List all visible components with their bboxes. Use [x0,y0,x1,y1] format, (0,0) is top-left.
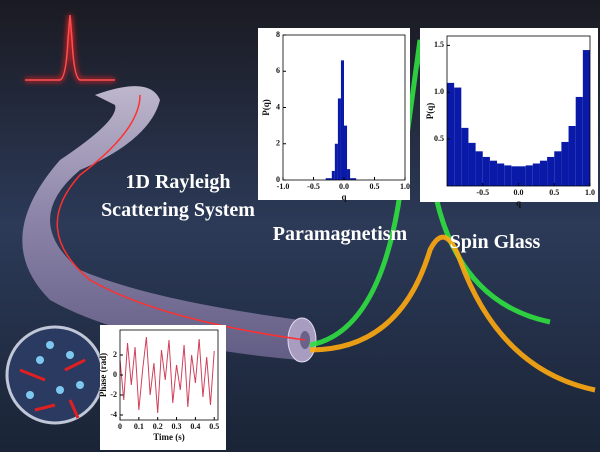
histogram-bar [568,126,576,186]
y-tick-label: 2 [113,350,117,359]
x-tick-label: -1.0 [277,182,290,191]
histogram-bar [337,98,341,180]
histogram-bar [539,160,548,186]
histogram-bar [532,163,540,186]
histogram-bar [511,166,519,186]
x-tick-label: 0 [118,422,122,431]
histogram-bar [340,60,344,180]
phase-line [119,336,215,414]
y-axis-label: P(q) [261,99,271,116]
y-tick-label: 0 [276,175,280,184]
x-tick-label: 0.5 [209,422,219,431]
x-tick-label: 0.3 [172,422,182,431]
x-tick-label: -0.5 [307,182,320,191]
histogram-bar [561,141,569,186]
x-tick-label: 0.4 [190,422,200,431]
x-tick-label: -0.5 [476,188,489,197]
histogram-bar [575,96,583,186]
histogram-bar [554,151,562,186]
fiber-tube [22,86,317,363]
histogram-bar [547,156,555,186]
histogram-bar [468,142,476,186]
x-tick-label: 0.1 [134,422,144,431]
red-pulse [25,14,115,82]
y-tick-label: 0.5 [434,134,444,143]
y-tick-label: 4 [276,102,280,111]
x-tick-label: 0.0 [514,188,524,197]
x-tick-label: 1.0 [400,182,410,191]
x-tick-label: 1.0 [585,188,595,197]
y-tick-label: 2 [276,139,280,148]
x-axis-label: q [341,192,346,202]
histogram-bar [497,163,505,186]
histogram-bar [489,160,498,186]
caption: Spin Glass [450,231,541,253]
x-tick-label: 0.0 [339,182,349,191]
x-axis-label: q [516,198,521,208]
histogram-bar [475,151,483,186]
histogram-bar [334,143,338,180]
histogram-bar [582,50,590,186]
x-axis-label: Time (s) [153,432,185,442]
phase-panel [100,325,226,450]
histogram-bar [482,156,490,186]
histogram-bar [525,165,533,186]
histogram-bar [454,87,462,186]
system-label: Scattering System [101,199,255,221]
caption: Paramagnetism [273,223,408,245]
histogram-bar [504,165,512,186]
histogram-bar [461,127,469,186]
histogram-bar [347,169,351,180]
system-label: 1D Rayleigh [126,171,231,193]
x-tick-label: 0.2 [153,422,163,431]
histogram-bar [447,82,455,186]
y-axis-label: Phase (rad) [98,353,108,397]
y-tick-label: 1.5 [434,40,444,49]
histogram-bar [325,178,332,180]
histogram-bar [350,178,357,180]
histogram-bar [331,170,335,180]
histogram-bar [518,166,526,186]
y-tick-label: 1.0 [434,87,444,96]
y-tick-label: -4 [110,410,117,419]
y-tick-label: -2 [110,390,117,399]
y-axis-label: P(q) [425,103,435,120]
y-tick-label: 8 [276,30,280,39]
particle-inset [5,325,105,425]
y-tick-label: 0 [113,370,117,379]
y-tick-label: 6 [276,66,280,75]
x-tick-label: 0.5 [549,188,559,197]
x-tick-label: 0.5 [370,182,380,191]
histogram-bar [344,125,348,180]
